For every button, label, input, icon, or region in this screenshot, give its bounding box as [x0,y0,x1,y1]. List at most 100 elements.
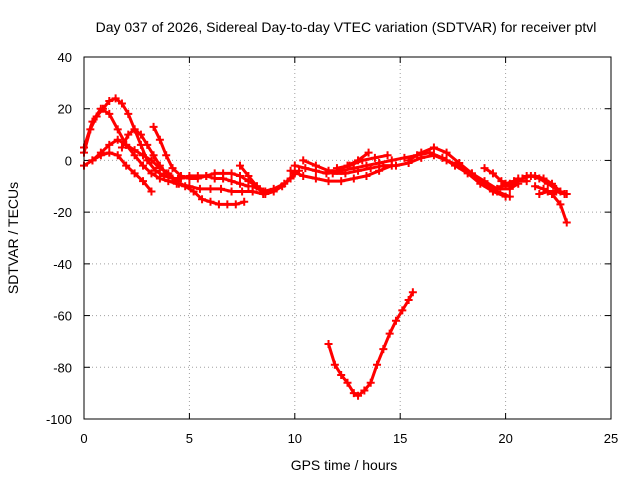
y-tick-label: -40 [53,257,72,272]
data-point [343,378,352,387]
data-point [505,192,514,201]
data-point [105,109,114,118]
data-point [231,200,240,209]
data-point [269,184,278,193]
data-point [143,140,152,149]
data-point [147,169,156,178]
data-point [349,174,358,183]
series-arc-15 [404,143,514,201]
data-point [164,177,173,186]
data-point [111,94,120,103]
data-point [370,153,379,162]
data-point [286,166,295,175]
data-point [195,184,204,193]
data-point [488,169,497,178]
data-point [480,179,489,188]
data-point [202,171,211,180]
data-point [299,156,308,165]
data-point [198,195,207,204]
data-point [149,122,158,131]
data-point [206,184,215,193]
data-point [185,182,194,191]
data-point [290,161,299,170]
data-point [113,135,122,144]
y-tick-label: 0 [65,153,72,168]
data-point [518,174,527,183]
data-point [385,329,394,338]
chart-title: Day 037 of 2026, Sidereal Day-to-day VTE… [96,19,597,35]
data-point [535,190,544,199]
data-point [122,161,131,170]
data-point [560,190,569,199]
data-point [522,171,531,180]
data-point [147,187,156,196]
x-axis-label: GPS time / hours [291,457,398,473]
data-point [217,184,226,193]
data-point [280,179,289,188]
series-arc-11 [299,148,510,201]
data-point [193,174,202,183]
data-point [400,153,409,162]
data-point [155,135,164,144]
data-point [244,171,253,180]
x-tick-label: 20 [498,431,512,446]
y-axis-label: SDTVAR / TECUs [5,182,21,294]
data-point [130,169,139,178]
data-point [556,200,565,209]
data-point [219,169,228,178]
data-point [174,179,183,188]
data-point [543,187,552,196]
data-point [373,360,382,369]
series-arc-5 [117,125,177,183]
data-point [155,174,164,183]
data-point [235,171,244,180]
data-point [105,96,114,105]
data-point [455,159,464,168]
data-point [162,169,171,178]
data-point [235,161,244,170]
data-point [227,187,236,196]
series-arc-2 [80,104,249,209]
series-arc-21 [535,187,569,199]
series-arc-10 [286,161,396,186]
data-point [117,143,126,152]
series-arc-13 [328,151,523,193]
data-point [324,177,333,186]
data-point [214,200,223,209]
data-point [130,125,139,134]
data-point [375,166,384,175]
data-point [206,197,215,206]
data-point [139,161,148,170]
axis-ticks: 0 5 10 15 20 25 -100 -80 -60 -40 -20 0 20 40 [46,50,618,446]
data-point [337,177,346,186]
data-point [227,169,236,178]
data-point [248,182,257,191]
data-point [379,161,388,170]
data-point [139,177,148,186]
data-point [136,130,145,139]
data-point [366,378,375,387]
data-point [332,164,341,173]
data-point [162,151,171,160]
data-point [130,146,139,155]
data-point [259,187,268,196]
data-point [139,151,148,160]
data-point [238,187,247,196]
data-point [354,391,363,400]
data-point [552,187,561,196]
x-tick-label: 15 [393,431,407,446]
data-point [240,197,249,206]
series-arc-14 [332,151,392,173]
x-tick-label: 25 [604,431,618,446]
data-point [113,151,122,160]
data-point [328,169,337,178]
data-point [96,104,105,113]
data-point [299,171,308,180]
data-point [442,148,451,157]
data-point [117,99,126,108]
y-tick-label: -80 [53,360,72,375]
data-point [387,156,396,165]
y-tick-label: 40 [58,50,72,65]
data-point [379,345,388,354]
data-point [480,164,489,173]
